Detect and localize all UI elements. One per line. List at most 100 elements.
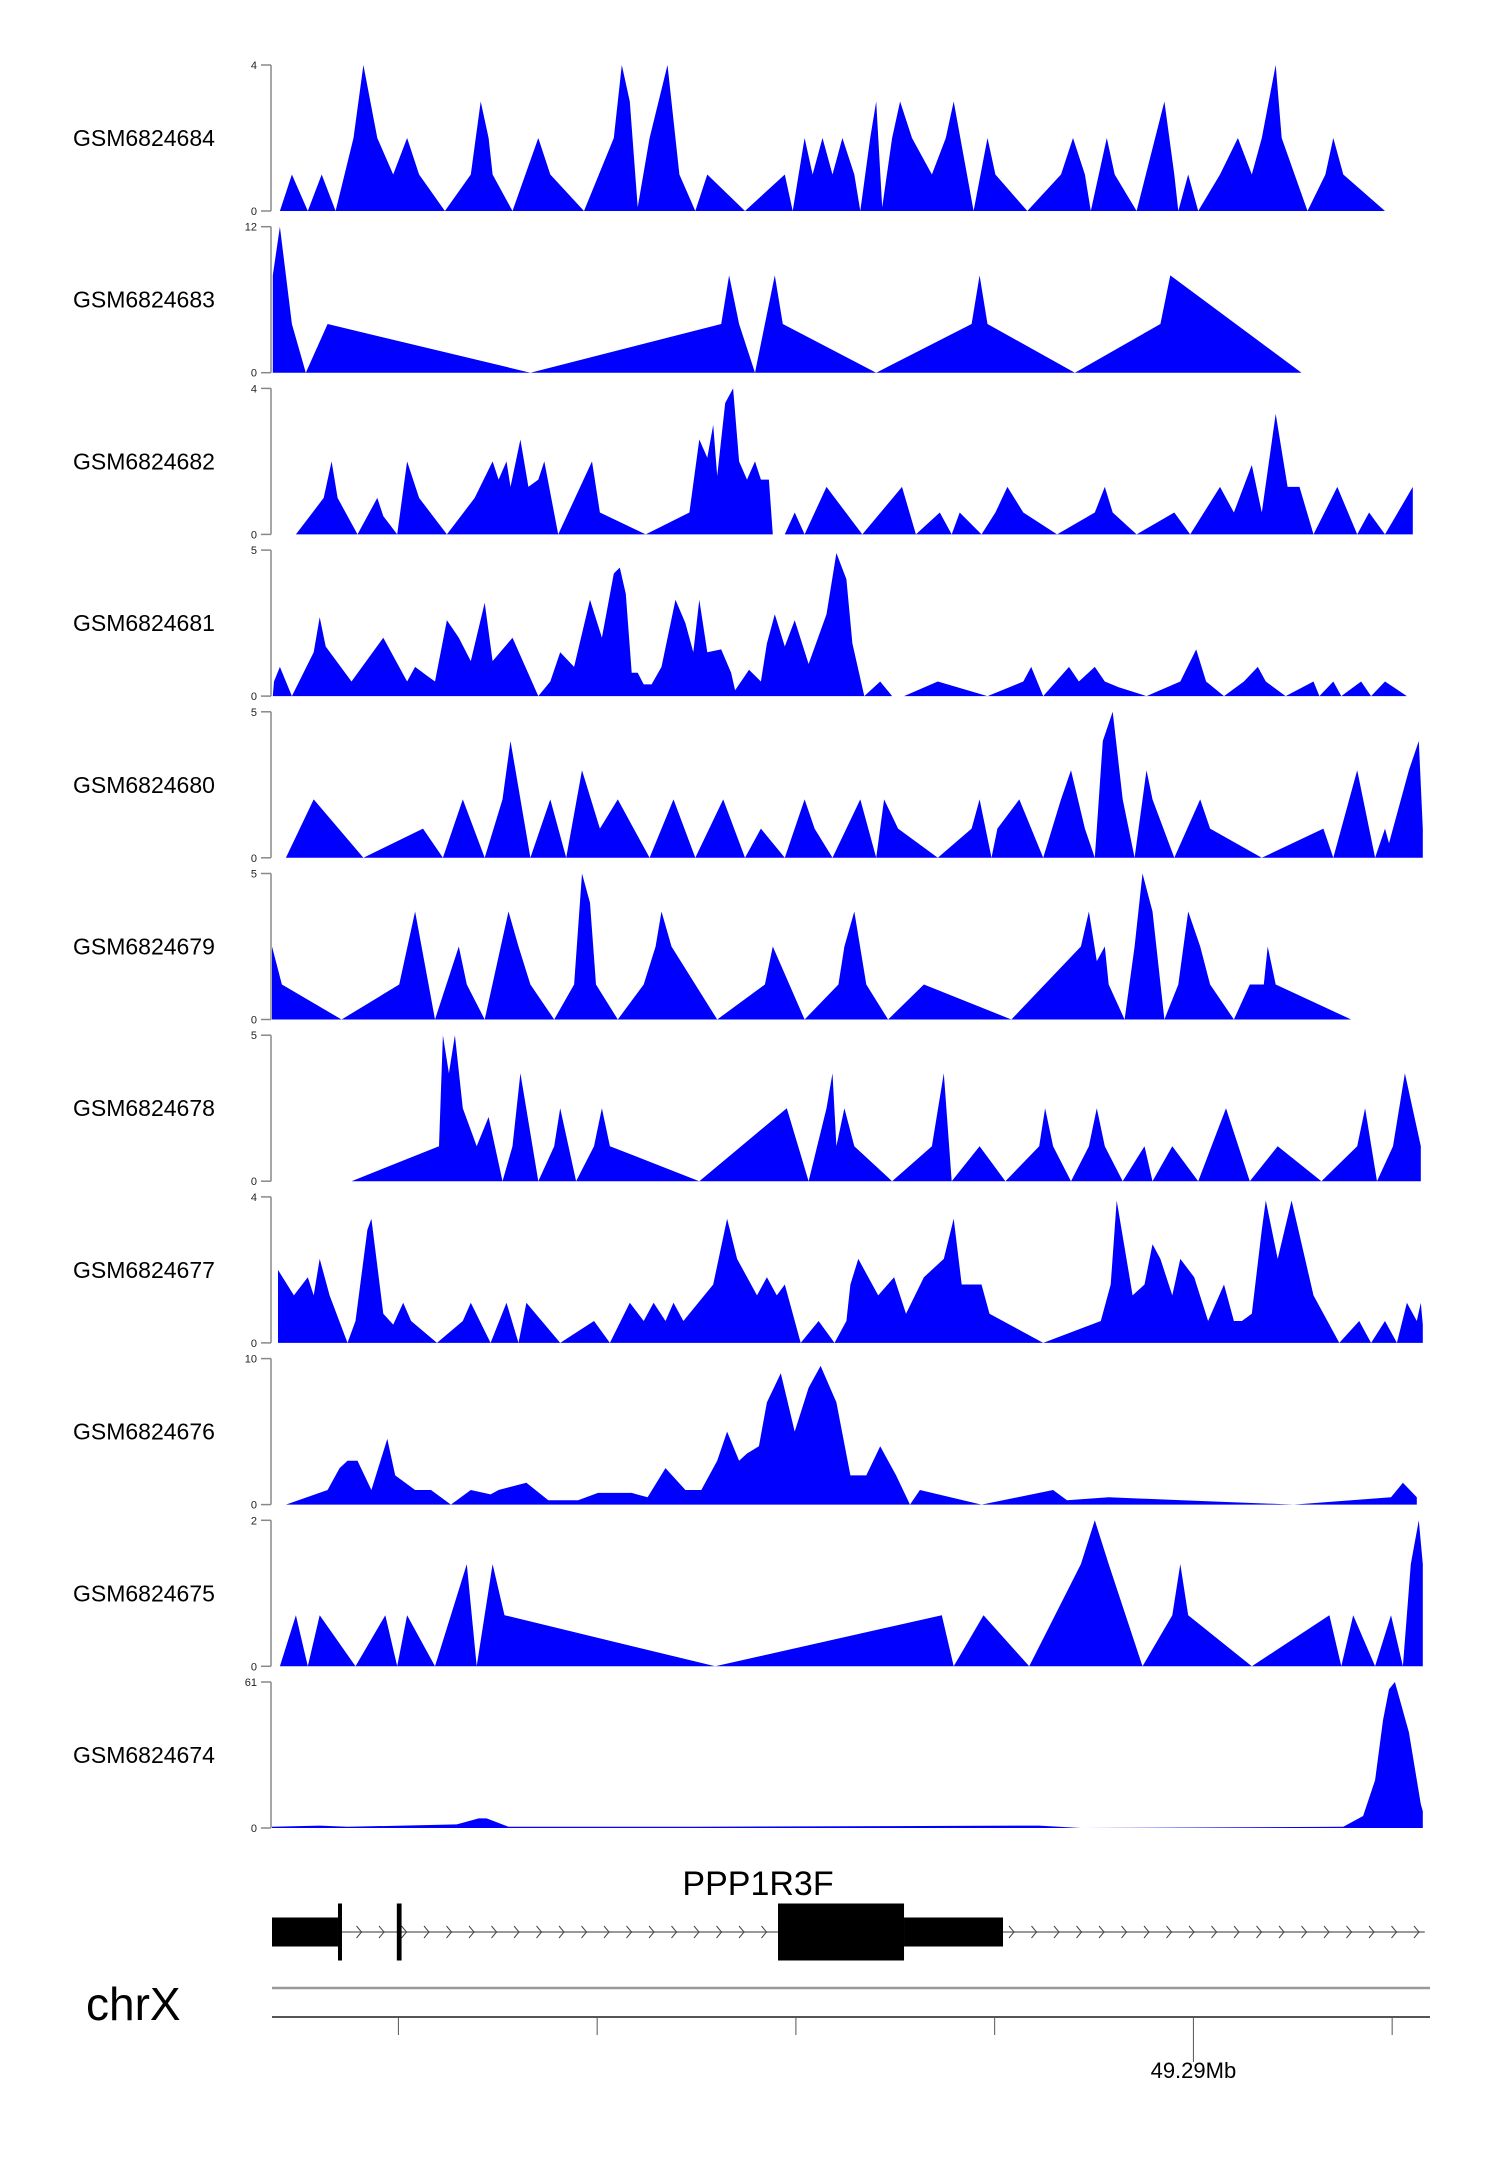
track-label: GSM6824676 xyxy=(73,1419,215,1445)
strand-arrow-icon xyxy=(1076,1925,1083,1939)
coverage-area xyxy=(272,553,1407,697)
coverage-tracks: GSM682468440GSM6824683120GSM682468240GSM… xyxy=(73,60,1423,1835)
y-tick-label-zero: 0 xyxy=(251,206,257,218)
y-tick-label-max: 4 xyxy=(251,60,257,72)
strand-arrow-icon xyxy=(581,1925,588,1939)
strand-arrow-icon xyxy=(513,1925,520,1939)
strand-arrow-icon xyxy=(1301,1925,1308,1939)
strand-arrow-icon xyxy=(671,1925,678,1939)
y-tick-label-max: 4 xyxy=(251,383,257,395)
strand-arrow-icon xyxy=(536,1925,543,1939)
strand-arrow-icon xyxy=(1413,1925,1420,1939)
coverage-area xyxy=(285,711,1423,858)
strand-arrow-icon xyxy=(626,1925,633,1939)
strand-arrow-icon xyxy=(491,1925,498,1939)
track-label: GSM6824683 xyxy=(73,287,215,313)
y-tick-label-zero: 0 xyxy=(251,368,257,380)
axis-tick-label: 49.29Mb xyxy=(1151,2058,1237,2083)
strand-arrow-icon xyxy=(378,1925,385,1939)
track-GSM6824675: GSM6824675 2 0 xyxy=(73,1515,1423,1673)
track-label: GSM6824684 xyxy=(73,125,215,151)
gene-utr-block xyxy=(272,1917,338,1947)
y-tick-label-zero: 0 xyxy=(251,1500,257,1512)
y-tick-label-max: 2 xyxy=(251,1515,257,1527)
track-GSM6824674: GSM6824674 61 0 xyxy=(73,1677,1423,1835)
y-tick-label-max: 5 xyxy=(251,869,257,881)
track-GSM6824681: GSM6824681 5 0 xyxy=(73,545,1407,703)
genome-axis-track: chrX 49.29Mb xyxy=(86,1978,1430,2083)
gene-exon-block xyxy=(396,1903,402,1961)
track-label: GSM6824675 xyxy=(73,1580,215,1606)
strand-arrow-icon xyxy=(603,1925,610,1939)
y-tick-label-zero: 0 xyxy=(251,1338,257,1350)
y-tick-label-max: 61 xyxy=(245,1677,257,1689)
strand-arrow-icon xyxy=(1211,1925,1218,1939)
coverage-area xyxy=(295,388,1413,535)
gene-name-label: PPP1R3F xyxy=(682,1865,833,1903)
strand-arrow-icon xyxy=(1368,1925,1375,1939)
y-tick-label-zero: 0 xyxy=(251,853,257,865)
y-tick-label-zero: 0 xyxy=(251,691,257,703)
track-GSM6824680: GSM6824680 5 0 xyxy=(73,707,1423,865)
y-tick-label-max: 12 xyxy=(245,222,257,234)
gene-cds-block xyxy=(778,1903,905,1961)
strand-arrow-icon xyxy=(716,1925,723,1939)
strand-arrow-icon xyxy=(648,1925,655,1939)
coverage-area xyxy=(279,1520,1423,1667)
strand-arrow-icon xyxy=(1391,1925,1398,1939)
strand-arrow-icon xyxy=(1278,1925,1285,1939)
y-tick-label-max: 5 xyxy=(251,1030,257,1042)
chromosome-label: chrX xyxy=(86,1978,181,2030)
coverage-area xyxy=(272,873,1352,1020)
coverage-area xyxy=(272,1682,1423,1828)
track-label: GSM6824682 xyxy=(73,448,215,474)
y-tick-label-zero: 0 xyxy=(251,1176,257,1188)
coverage-area xyxy=(351,1035,1421,1182)
gene-utr-block xyxy=(904,1917,1004,1947)
coverage-area xyxy=(285,1365,1417,1505)
strand-arrow-icon xyxy=(761,1925,768,1939)
y-tick-label-max: 5 xyxy=(251,545,257,557)
y-tick-label-max: 5 xyxy=(251,707,257,719)
strand-arrow-icon xyxy=(446,1925,453,1939)
strand-arrow-icon xyxy=(1008,1925,1015,1939)
track-GSM6824679: GSM6824679 5 0 xyxy=(73,869,1352,1027)
track-GSM6824678: GSM6824678 5 0 xyxy=(73,1030,1421,1188)
strand-arrow-icon xyxy=(401,1925,408,1939)
strand-arrow-icon xyxy=(1346,1925,1353,1939)
strand-arrow-icon xyxy=(1166,1925,1173,1939)
strand-arrow-icon xyxy=(423,1925,430,1939)
y-tick-label-max: 10 xyxy=(245,1354,257,1366)
track-label: GSM6824680 xyxy=(73,772,215,798)
coverage-area xyxy=(272,226,1302,373)
coverage-area xyxy=(278,1200,1423,1343)
track-GSM6824676: GSM6824676 10 0 xyxy=(73,1354,1417,1512)
strand-arrow-icon xyxy=(693,1925,700,1939)
track-GSM6824683: GSM6824683 12 0 xyxy=(73,222,1302,380)
track-GSM6824684: GSM6824684 4 0 xyxy=(73,60,1385,218)
y-tick-label-zero: 0 xyxy=(251,1661,257,1673)
strand-arrow-icon xyxy=(1121,1925,1128,1939)
strand-arrow-icon xyxy=(356,1925,363,1939)
gene-exon-block xyxy=(337,1903,342,1961)
track-GSM6824677: GSM6824677 4 0 xyxy=(73,1192,1423,1350)
strand-arrow-icon xyxy=(1233,1925,1240,1939)
strand-arrow-icon xyxy=(1143,1925,1150,1939)
track-label: GSM6824678 xyxy=(73,1095,215,1121)
track-label: GSM6824674 xyxy=(73,1742,215,1768)
strand-arrow-icon xyxy=(1256,1925,1263,1939)
gene-model-track: PPP1R3F xyxy=(272,1865,1425,1961)
strand-arrow-icon xyxy=(1188,1925,1195,1939)
y-tick-label-max: 4 xyxy=(251,1192,257,1204)
y-tick-label-zero: 0 xyxy=(251,529,257,541)
strand-arrow-icon xyxy=(1053,1925,1060,1939)
track-label: GSM6824681 xyxy=(73,610,215,636)
y-tick-label-zero: 0 xyxy=(251,1823,257,1835)
track-label: GSM6824677 xyxy=(73,1257,215,1283)
strand-arrow-icon xyxy=(1031,1925,1038,1939)
y-tick-label-zero: 0 xyxy=(251,1015,257,1027)
strand-arrow-icon xyxy=(1323,1925,1330,1939)
track-GSM6824682: GSM6824682 4 0 xyxy=(73,383,1413,541)
strand-arrow-icon xyxy=(1098,1925,1105,1939)
